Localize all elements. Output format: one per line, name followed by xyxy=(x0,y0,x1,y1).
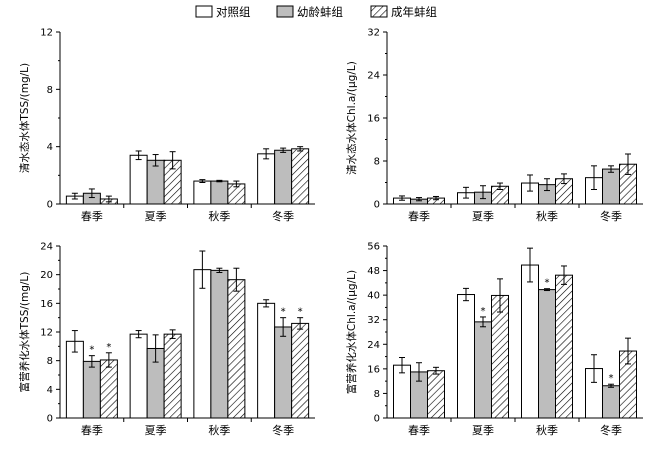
y-tick-label: 8 xyxy=(374,157,380,168)
bar-juvenile xyxy=(474,321,492,419)
y-tick-label: 16 xyxy=(367,364,380,375)
bar-juvenile xyxy=(146,159,165,205)
y-tick-label: 0 xyxy=(47,414,53,425)
y-tick-label: 56 xyxy=(367,242,380,253)
bar-adult xyxy=(227,279,246,419)
y-axis-label: 清水态水体Chl.a/(μg/L) xyxy=(345,61,358,175)
category-label: 春季 xyxy=(408,424,430,437)
significance-star: * xyxy=(298,307,303,318)
bar-adult xyxy=(427,370,445,419)
y-tick-label: 4 xyxy=(47,385,53,396)
bar-juvenile xyxy=(274,326,293,419)
y-tick-label: 8 xyxy=(47,85,53,96)
category-label: 秋季 xyxy=(536,209,558,223)
category-label: 冬季 xyxy=(272,209,294,223)
y-axis-label: 清水态水体TSS/(mg/L) xyxy=(18,63,31,173)
y-tick-label: 16 xyxy=(40,299,53,310)
y-tick-label: 12 xyxy=(40,28,53,39)
category-label: 夏季 xyxy=(472,210,494,223)
category-label: 冬季 xyxy=(272,423,294,437)
y-tick-label: 32 xyxy=(367,28,380,39)
bar-juvenile xyxy=(274,149,293,205)
chart-panel-2: 0 8 16 24 32 清水态水体Chl.a/(μg/L) 春季 夏季 秋季 冬季 xyxy=(345,28,643,223)
significance-star: * xyxy=(281,307,286,318)
y-tick-label: 48 xyxy=(367,266,380,277)
significance-star: * xyxy=(106,342,111,353)
y-tick-label: 0 xyxy=(47,200,53,211)
y-tick-label: 24 xyxy=(367,340,380,351)
bar-adult xyxy=(291,148,310,205)
significance-star: * xyxy=(545,278,550,289)
bar-control xyxy=(457,294,475,419)
bar-juvenile xyxy=(210,269,229,419)
legend: 对照组 幼龄蚌组 成年蚌组 xyxy=(195,5,437,19)
bar-juvenile xyxy=(210,180,229,205)
y-tick-label: 24 xyxy=(40,242,53,253)
bar-juvenile xyxy=(602,385,620,419)
bar-juvenile xyxy=(538,289,556,419)
category-label: 夏季 xyxy=(472,424,494,437)
legend-label-adult: 成年蚌组 xyxy=(391,5,437,19)
chart-panel-1: 0 4 8 12 清水态水体TSS/(mg/L) 春季 夏季 秋季 冬季 xyxy=(18,28,315,223)
bar-control xyxy=(129,333,148,419)
category-label: 秋季 xyxy=(208,209,230,223)
category-label: 秋季 xyxy=(208,423,230,437)
category-label: 春季 xyxy=(81,424,103,437)
y-tick-label: 12 xyxy=(40,328,53,339)
bar-juvenile xyxy=(602,168,620,205)
category-label: 秋季 xyxy=(536,423,558,437)
y-tick-label: 32 xyxy=(367,315,380,326)
bar-adult xyxy=(491,294,509,419)
y-tick-label: 0 xyxy=(374,200,380,211)
bar-control xyxy=(193,269,212,419)
category-label: 冬季 xyxy=(600,423,622,437)
bar-adult xyxy=(555,274,573,419)
chart-panel-3: 0 4 8 12 16 20 24 富营养化水体TSS/(mg/L) 春季 * * 夏季 秋季 冬季 * * xyxy=(18,242,315,437)
y-tick-label: 4 xyxy=(47,142,53,153)
bar-control xyxy=(257,302,276,419)
y-tick-label: 20 xyxy=(40,270,53,281)
bar-adult xyxy=(291,322,310,419)
y-tick-label: 0 xyxy=(374,414,380,425)
category-label: 夏季 xyxy=(145,210,167,223)
bar-adult xyxy=(99,359,118,419)
legend-swatch-juvenile xyxy=(276,5,294,18)
bar-control xyxy=(257,153,276,205)
legend-label-juvenile: 幼龄蚌组 xyxy=(297,5,343,19)
bar-control xyxy=(65,340,84,419)
bar-juvenile xyxy=(82,360,101,419)
bar-control xyxy=(129,154,148,205)
chart-panel-4: 0 8 16 24 32 40 48 56 富营养化水体Chl.a/(μg/L) 春季 夏季 * 秋季 *… xyxy=(345,242,643,437)
y-tick-label: 8 xyxy=(47,356,53,367)
y-tick-label: 40 xyxy=(367,291,380,302)
category-label: 春季 xyxy=(81,210,103,223)
significance-star: * xyxy=(609,373,614,384)
bar-adult xyxy=(163,333,182,419)
legend-swatch-adult xyxy=(370,5,388,18)
category-label: 夏季 xyxy=(145,424,167,437)
y-axis-label: 富营养化水体Chl.a/(μg/L) xyxy=(345,270,358,394)
legend-swatch-control xyxy=(195,5,213,18)
significance-star: * xyxy=(89,345,94,356)
y-tick-label: 24 xyxy=(367,71,380,82)
bar-control xyxy=(193,180,212,205)
y-tick-label: 16 xyxy=(367,114,380,125)
category-label: 春季 xyxy=(408,210,430,223)
y-tick-label: 8 xyxy=(374,389,380,400)
y-axis-label: 富营养化水体TSS/(mg/L) xyxy=(18,272,31,393)
significance-star: * xyxy=(481,306,486,317)
category-label: 冬季 xyxy=(600,209,622,223)
bar-control xyxy=(521,264,539,419)
legend-label-control: 对照组 xyxy=(216,5,251,19)
